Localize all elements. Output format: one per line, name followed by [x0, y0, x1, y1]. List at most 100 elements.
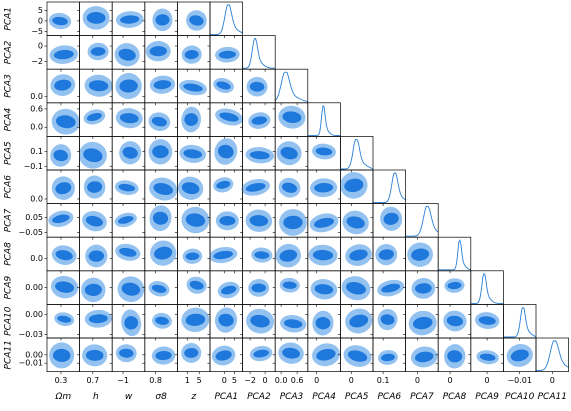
contour-inner: [153, 80, 172, 90]
contour-inner: [217, 144, 234, 159]
contour-inner: [185, 313, 206, 326]
y-tick-label: 5: [38, 6, 43, 15]
contour-inner: [251, 116, 268, 125]
x-axis-label: PCA10: [505, 392, 535, 402]
x-tick-label: 0: [314, 376, 319, 385]
panel-frame: [274, 68, 309, 104]
contour-inner: [151, 284, 167, 293]
marginal-line: [274, 71, 308, 102]
marginal-line: [242, 38, 276, 69]
panel-frame: [340, 136, 374, 171]
contour-inner: [282, 347, 300, 359]
contour-inner: [57, 315, 72, 323]
y-tick-label: −2: [31, 57, 43, 66]
contour-inner: [254, 251, 270, 259]
contour-inner: [153, 183, 173, 196]
y-axis-label: PCA7: [4, 208, 14, 232]
contour-inner: [218, 313, 234, 327]
contour-inner: [383, 212, 399, 225]
contour-inner: [53, 49, 74, 60]
x-axis-label: PCA3: [280, 392, 304, 402]
y-axis-label: PCA3: [4, 74, 14, 98]
y-tick-label: 0: [38, 42, 43, 51]
contour-inner: [251, 283, 267, 293]
contour-inner: [55, 182, 72, 195]
contour-inner: [85, 215, 103, 227]
contour-inner: [185, 252, 200, 261]
contour-inner: [316, 348, 336, 361]
panel-frame: [372, 169, 406, 204]
contour-inner: [185, 213, 206, 227]
panel-frame: [437, 236, 472, 272]
x-tick-label: 5: [232, 376, 237, 385]
y-axis-label: PCA9: [4, 276, 14, 300]
y-tick-label: −0.1: [24, 162, 43, 171]
contour-inner: [378, 249, 394, 260]
contour-inner: [279, 249, 298, 262]
contour-inner: [124, 316, 139, 330]
x-tick-label: 0: [485, 376, 490, 385]
y-tick-label: 0.00: [25, 283, 43, 292]
contour-inner: [284, 319, 303, 329]
contour-inner: [245, 182, 266, 192]
contour-inner: [55, 115, 76, 129]
x-tick-label: 0: [263, 376, 268, 385]
contour-inner: [184, 113, 199, 126]
x-tick-label: 0: [222, 376, 227, 385]
contour-inner: [414, 351, 434, 363]
x-axis-label: PCA9: [475, 392, 499, 402]
y-axis-label: PCA11: [4, 340, 14, 369]
marginal-line: [340, 138, 374, 170]
contour-inner: [86, 11, 106, 24]
contour-inner: [282, 182, 298, 193]
x-axis-label: PCA7: [410, 392, 434, 402]
y-axis-label: PCA5: [4, 141, 14, 165]
contour-inner: [447, 350, 463, 363]
contour-inner: [380, 314, 395, 325]
contour-inner: [411, 248, 430, 261]
contour-inner: [249, 81, 265, 92]
x-tick-label: −0.01: [507, 376, 532, 385]
x-axis-label: Ωm: [54, 392, 71, 402]
contour-inner: [314, 284, 334, 295]
contour-inner: [189, 280, 204, 290]
contour-inner: [151, 116, 167, 127]
y-tick-label: 0.1: [30, 147, 43, 156]
x-tick-label: −2: [244, 376, 256, 385]
contour-inner: [381, 283, 401, 293]
contour-inner: [152, 145, 169, 159]
contour-inner: [346, 216, 365, 229]
contour-inner: [155, 351, 172, 361]
y-tick-label: 0.0: [30, 92, 43, 101]
contour-inner: [349, 314, 369, 328]
contour-inner: [215, 350, 232, 361]
x-tick-label: 1: [185, 376, 190, 385]
x-axis-label: PCA4: [312, 392, 336, 402]
contour-inner: [119, 247, 137, 257]
panel-frame: [242, 35, 276, 70]
contour-inner: [52, 348, 71, 362]
contour-inner: [346, 281, 366, 295]
x-tick-label: 0.1: [377, 376, 390, 385]
contour-inner: [53, 149, 68, 162]
marginal-line: [373, 172, 406, 204]
contour-inner: [87, 181, 103, 193]
x-tick-label: 0.8: [149, 376, 162, 385]
x-tick-label: 0: [448, 376, 453, 385]
contour-inner: [90, 47, 106, 56]
x-tick-label: 0.7: [86, 376, 99, 385]
contour-inner: [282, 111, 302, 123]
contour-inner: [88, 80, 109, 92]
contour-inner: [119, 113, 139, 124]
y-axis-label: PCA4: [4, 108, 14, 132]
contour-inner: [447, 281, 462, 290]
marginal-line: [470, 273, 504, 304]
y-tick-label: −5: [31, 27, 43, 36]
contour-inner: [88, 250, 105, 262]
contour-inner: [415, 283, 432, 294]
marginal-line: [210, 4, 243, 36]
contour-inner: [221, 285, 237, 295]
x-axis-label: σ8: [155, 392, 167, 402]
x-axis-label: PCA2: [247, 392, 271, 402]
